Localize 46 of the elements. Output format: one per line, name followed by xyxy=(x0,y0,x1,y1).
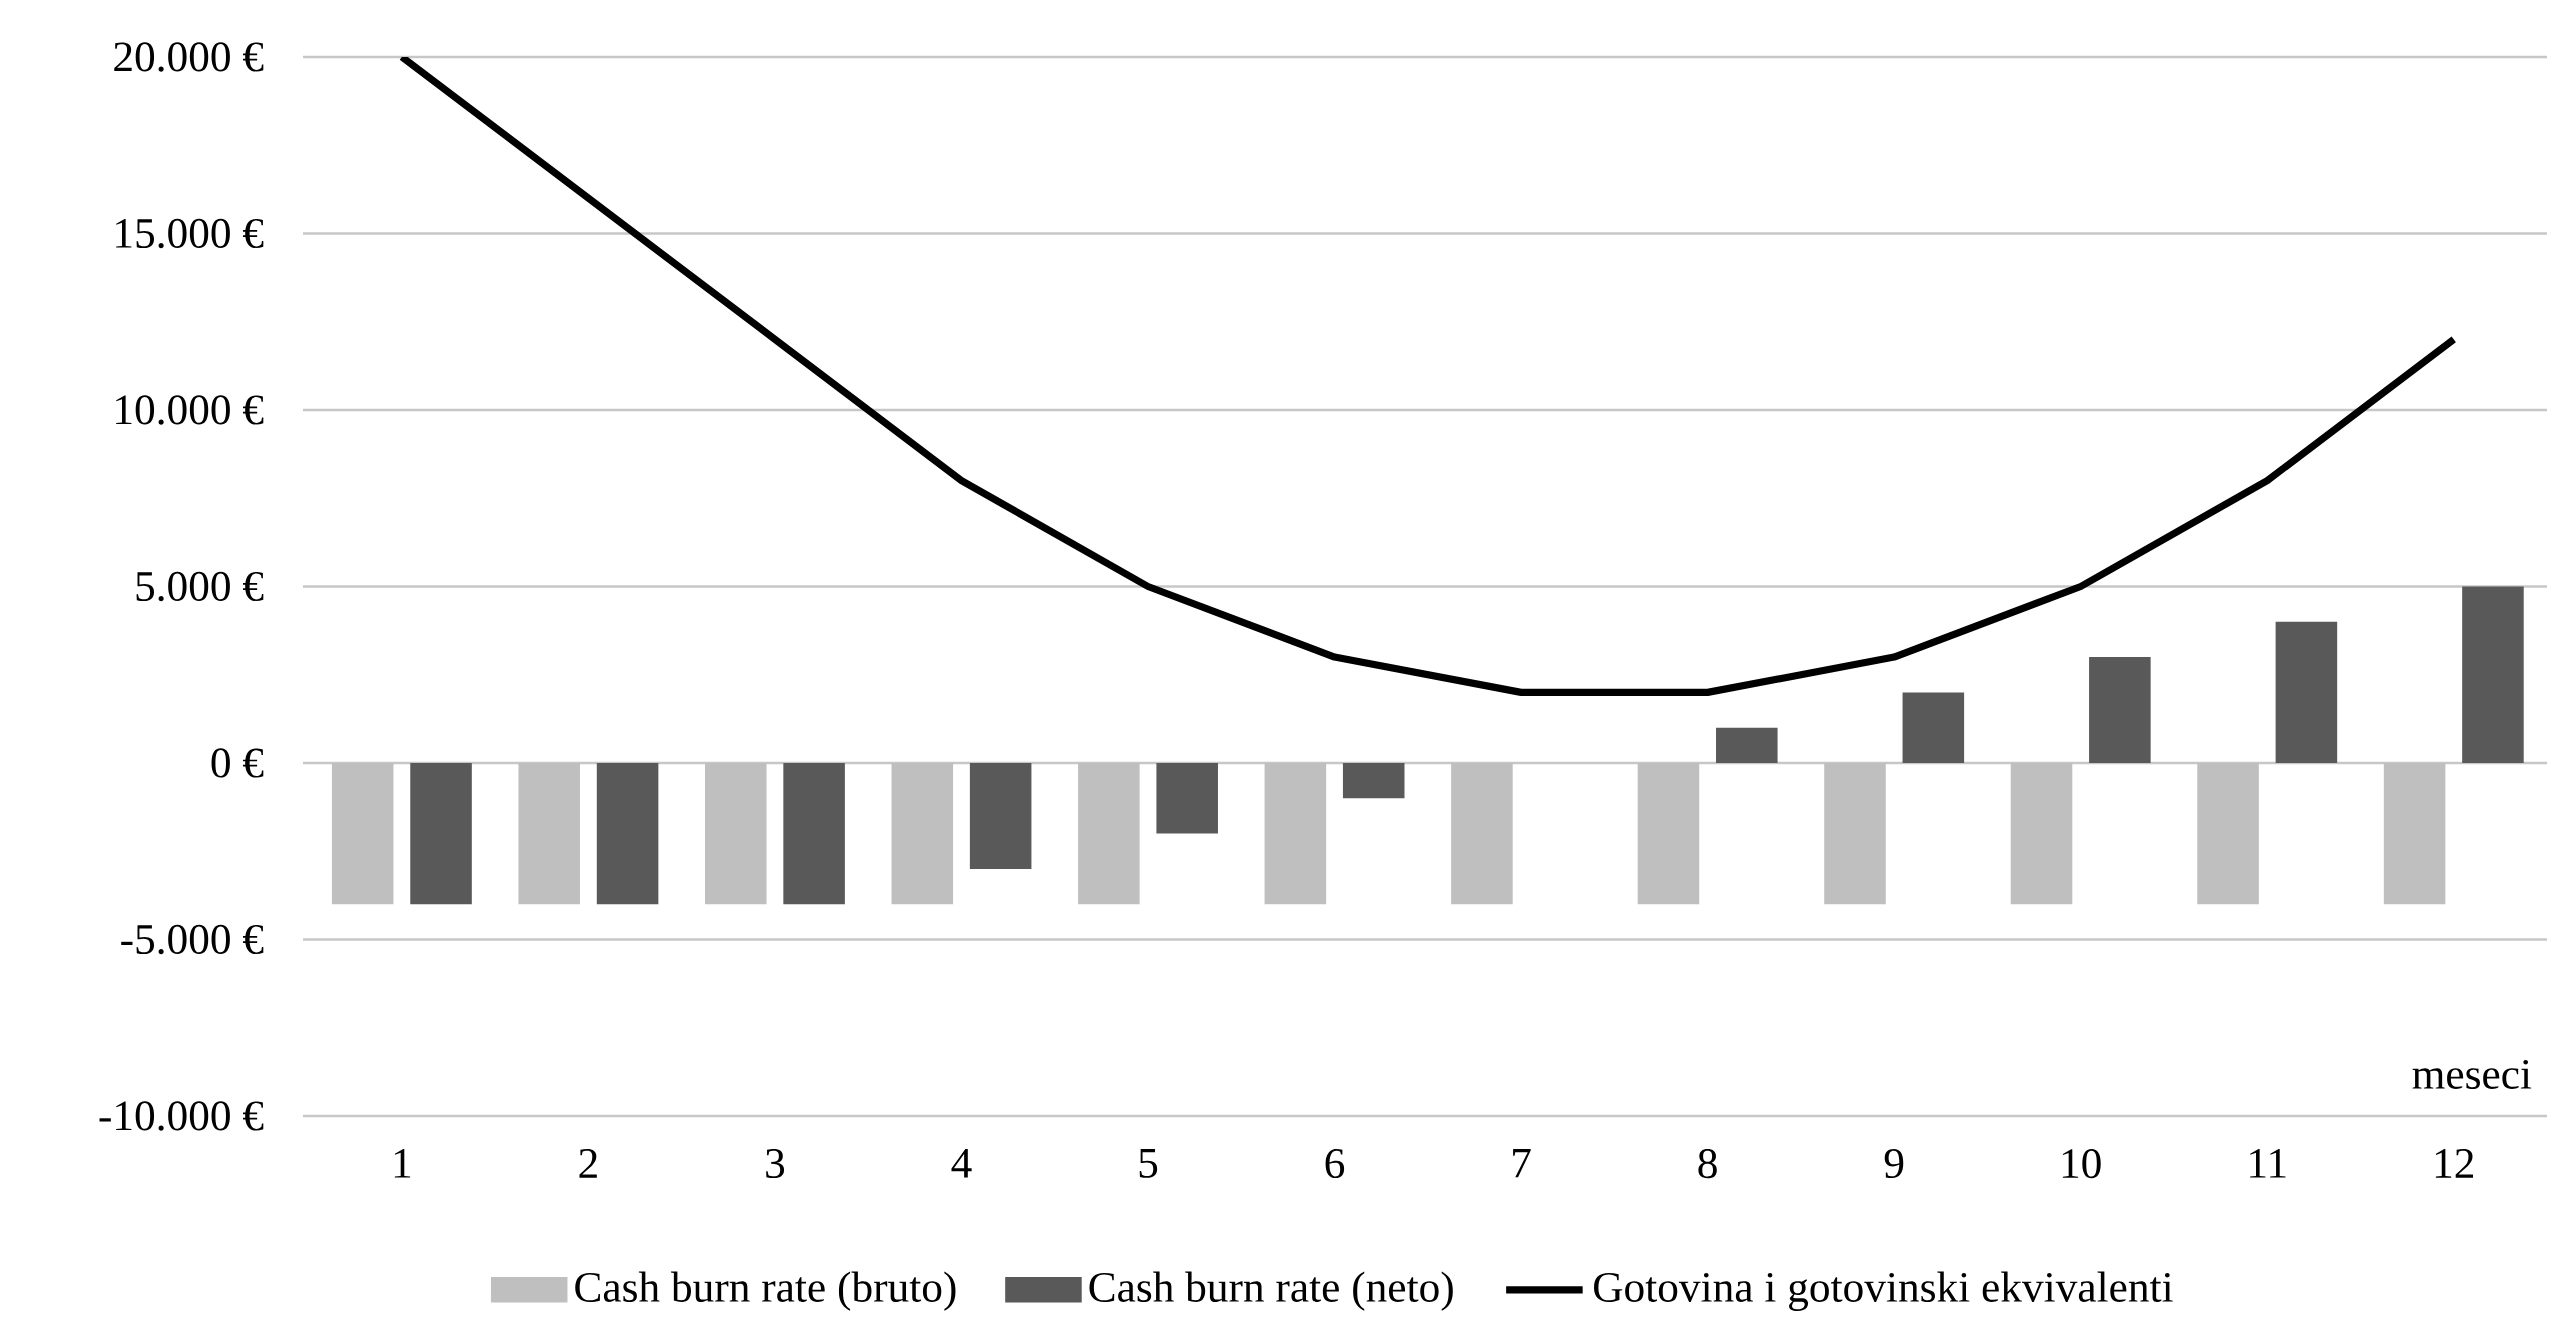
bar xyxy=(331,763,394,905)
y-tick-label: 15.000 € xyxy=(116,218,264,249)
bar xyxy=(2383,763,2446,905)
x-tick-label: 8 xyxy=(1698,1148,1717,1179)
bar xyxy=(596,763,659,905)
bar xyxy=(1716,727,1778,763)
bar xyxy=(2462,586,2524,763)
bar xyxy=(1342,763,1405,799)
bar xyxy=(2010,763,2073,905)
bar xyxy=(969,763,1032,869)
bar xyxy=(1451,763,1513,905)
x-tick-label: 6 xyxy=(1325,1148,1345,1179)
y-tick-label: 5.000 € xyxy=(136,571,264,602)
legend-label: Gotovina i gotovinski ekvivalenti xyxy=(1594,1271,2173,1311)
x-tick-label: 10 xyxy=(2062,1148,2101,1179)
y-tick-label: 0 € xyxy=(211,748,264,778)
bar xyxy=(2197,763,2259,905)
bar xyxy=(1824,763,1886,905)
bar xyxy=(2275,621,2338,763)
x-tick-label: 3 xyxy=(766,1148,785,1179)
x-axis-title: meseci xyxy=(2412,1059,2532,1089)
bar xyxy=(1264,763,1327,905)
y-tick-label: -5.000 € xyxy=(121,924,264,955)
x-tick-label: 9 xyxy=(1884,1148,1904,1179)
y-tick-label: -10.000 € xyxy=(99,1101,264,1131)
bar xyxy=(2089,657,2151,763)
x-tick-label: 11 xyxy=(2250,1148,2286,1178)
x-tick-label: 1 xyxy=(394,1148,411,1178)
x-tick-label: 5 xyxy=(1139,1148,1158,1178)
bar xyxy=(1156,763,1218,834)
y-tick-label: 20.000 € xyxy=(114,42,264,72)
bar xyxy=(704,763,767,905)
y-tick-label: 10.000 € xyxy=(116,395,264,425)
x-tick-label: 7 xyxy=(1513,1148,1531,1178)
x-tick-label: 4 xyxy=(951,1148,972,1178)
bar xyxy=(1637,763,1700,905)
bar xyxy=(518,763,581,905)
bar xyxy=(891,763,954,905)
bar xyxy=(1902,692,1965,763)
legend-label: Cash burn rate (bruto) xyxy=(575,1271,956,1311)
bar xyxy=(783,763,845,905)
legend-label: Cash burn rate (neto) xyxy=(1089,1271,1453,1311)
x-tick-label: 2 xyxy=(579,1148,597,1178)
bar xyxy=(1078,763,1140,905)
x-tick-label: 12 xyxy=(2435,1148,2474,1178)
bar xyxy=(410,763,472,905)
